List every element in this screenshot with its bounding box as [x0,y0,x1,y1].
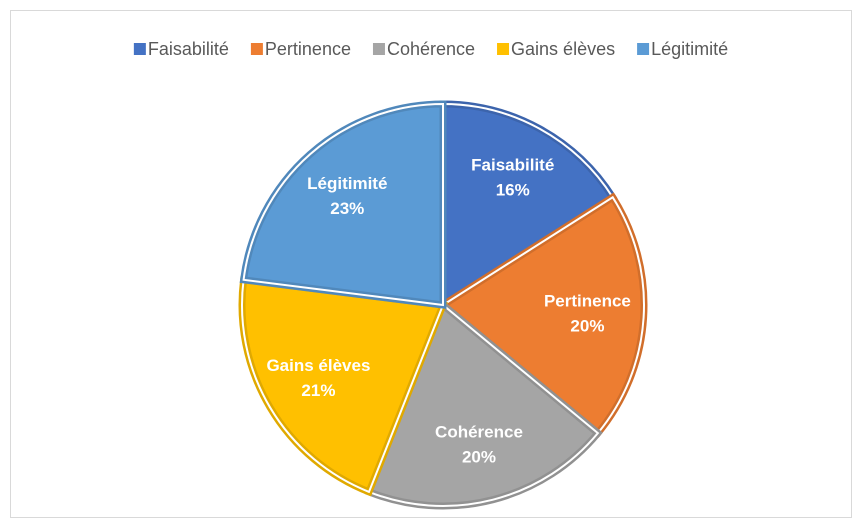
legend-label: Cohérence [387,39,475,59]
slice-separator [367,303,600,507]
slice-separator [241,278,445,494]
legend-label: Faisabilité [148,39,229,59]
slice-value-label: 20% [462,448,496,467]
pie: Faisabilité 16% Pertinence 20% Cohérence 20% G… [238,100,648,510]
slice-separator [242,102,444,307]
slice-value-label: 21% [301,381,335,400]
legend-label: Gains élèves [511,39,615,59]
slice-category-label: Légitimité [307,174,387,193]
legend-label: Pertinence [265,39,351,59]
slice-category-label: Cohérence [435,423,523,442]
legend-swatch [372,43,385,55]
legend-swatch [497,43,510,55]
slice-separator [441,195,645,435]
legend-swatch [637,43,650,55]
slice-separator [442,102,615,307]
legend-swatch [250,43,263,55]
slice-category-label: Pertinence [544,292,631,311]
slice-category-label: Faisabilité [471,156,554,175]
slice-value-label: 23% [330,199,364,218]
legend-swatch [133,43,146,55]
slice-value-label: 20% [570,317,604,336]
legend: Faisabilité Pertinence Cohérence Gains élèv… [133,39,728,59]
slice-category-label: Gains élèves [266,356,370,375]
slice-value-label: 16% [496,181,530,200]
legend-label: Légitimité [651,39,728,59]
